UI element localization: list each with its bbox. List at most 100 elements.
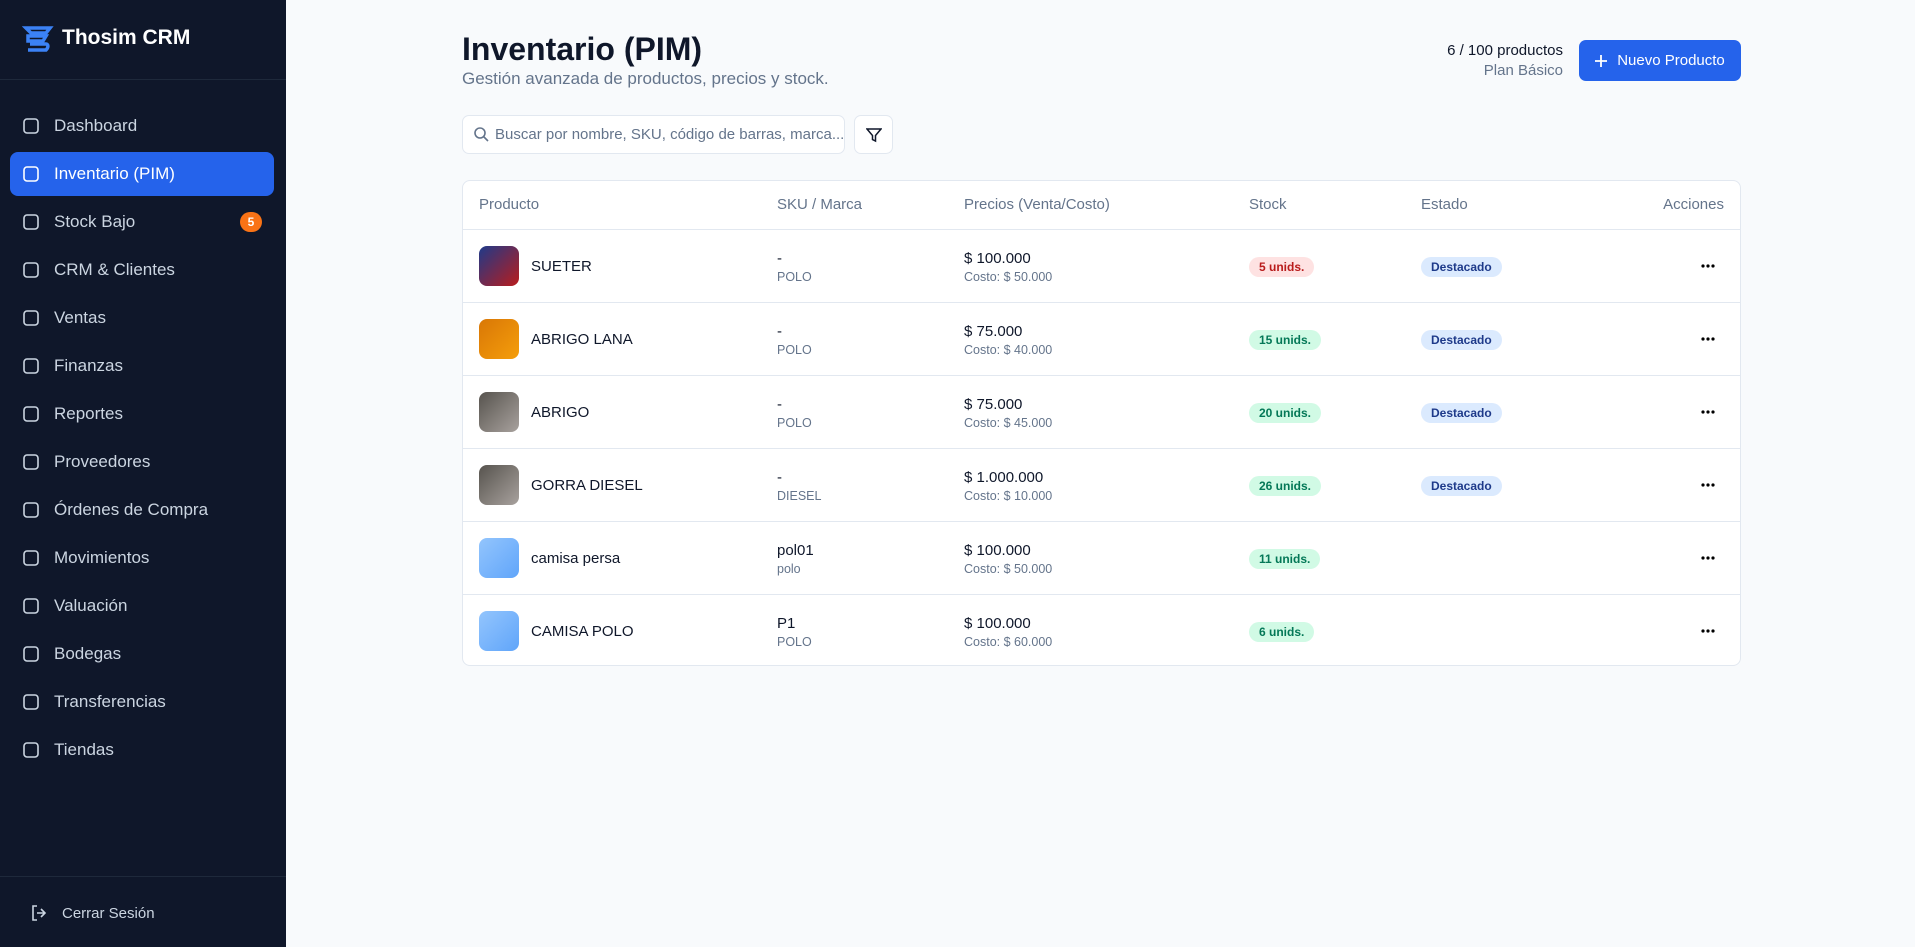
filter-button[interactable] — [854, 115, 893, 154]
column-header: Stock — [1249, 196, 1287, 213]
nav-icon — [23, 550, 39, 566]
nav-item[interactable]: Transferencias — [10, 680, 274, 724]
column-header: SKU / Marca — [777, 196, 863, 213]
column-header: Precios (Venta/Costo) — [964, 196, 1110, 213]
product-thumbnail — [479, 319, 519, 359]
nav-item[interactable]: Órdenes de Compra — [10, 488, 274, 532]
status-pill: Destacado — [1421, 403, 1502, 423]
nav-label: Inventario (PIM) — [54, 164, 175, 183]
product-name: camisa persa — [531, 550, 621, 567]
new-product-button[interactable]: Nuevo Producto — [1579, 40, 1741, 81]
nav-icon — [23, 214, 39, 230]
actions-button[interactable] — [1700, 331, 1716, 347]
nav-label: Finanzas — [54, 356, 123, 375]
actions-button[interactable] — [1700, 550, 1716, 566]
nav-item[interactable]: Inventario (PIM) — [10, 152, 274, 196]
filter-icon — [866, 128, 882, 143]
table-row: camisa persa pol01 polo $ 100.000 Costo: $ 5… — [463, 521, 1740, 594]
plus-icon — [1595, 54, 1608, 67]
product-table: Producto SKU / Marca Precios (Venta/Costo)… — [462, 180, 1741, 666]
nav-label: CRM & Clientes — [54, 260, 175, 279]
price: $ 100.000 — [964, 542, 1031, 559]
cost: Costo: $ 60.000 — [964, 635, 1053, 649]
sku: pol01 — [777, 542, 814, 559]
cost: Costo: $ 40.000 — [964, 343, 1053, 357]
nav-label: Bodegas — [54, 644, 122, 663]
logout-icon — [32, 905, 47, 921]
brand: DIESEL — [777, 489, 822, 503]
stock-pill: 6 unids. — [1249, 622, 1315, 642]
product-name: GORRA DIESEL — [531, 477, 643, 494]
column-header: Acciones — [1663, 196, 1724, 213]
product-name: CAMISA POLO — [531, 623, 634, 640]
product-name: ABRIGO LANA — [531, 331, 633, 348]
nav-badge: 5 — [240, 212, 262, 232]
button-label: Nuevo Producto — [1617, 52, 1725, 69]
usage: 6 / 100 productos — [1447, 42, 1563, 59]
nav-item[interactable]: Finanzas — [10, 344, 274, 388]
actions-button[interactable] — [1700, 258, 1716, 274]
nav-label: Órdenes de Compra — [54, 500, 209, 519]
nav-item[interactable]: CRM & Clientes — [10, 248, 274, 292]
nav-icon — [23, 502, 39, 518]
product-name: ABRIGO — [531, 404, 590, 421]
actions-button[interactable] — [1700, 623, 1716, 639]
nav-icon — [23, 310, 39, 326]
nav-label: Transferencias — [54, 692, 166, 711]
nav-item[interactable]: Ventas — [10, 296, 274, 340]
price: $ 75.000 — [964, 323, 1023, 340]
nav-item[interactable]: Valuación — [10, 584, 274, 628]
stock-pill: 11 unids. — [1249, 549, 1321, 569]
nav-label: Reportes — [54, 404, 123, 423]
nav-label: Proveedores — [54, 452, 151, 471]
price: $ 1.000.000 — [964, 469, 1044, 486]
plan: Plan Básico — [1483, 62, 1563, 79]
divider — [0, 876, 286, 877]
table-row: GORRA DIESEL - DIESEL $ 1.000.000 Costo: $ 1… — [463, 448, 1740, 521]
actions-button[interactable] — [1700, 404, 1716, 420]
product-thumbnail — [479, 538, 519, 578]
cost: Costo: $ 45.000 — [964, 416, 1053, 430]
nav-item[interactable]: Stock Bajo 5 — [10, 200, 274, 244]
nav-icon — [23, 262, 39, 278]
nav-label: Movimientos — [54, 548, 150, 567]
nav-icon — [23, 694, 39, 710]
more-icon — [1701, 264, 1715, 268]
nav-item[interactable]: Dashboard — [10, 104, 274, 148]
nav-icon — [23, 454, 39, 470]
logout[interactable]: Cerrar Sesión — [62, 905, 155, 922]
more-icon — [1701, 556, 1715, 560]
search-box[interactable]: Buscar por nombre, SKU, código de barras… — [462, 115, 845, 154]
nav-label: Dashboard — [54, 116, 138, 135]
nav-item[interactable]: Movimientos — [10, 536, 274, 580]
product-name: SUETER — [531, 258, 592, 275]
nav-item[interactable]: Bodegas — [10, 632, 274, 676]
cost: Costo: $ 10.000 — [964, 489, 1053, 503]
nav-item[interactable]: Tiendas — [10, 728, 274, 772]
nav-label: Ventas — [54, 308, 106, 327]
price: $ 75.000 — [964, 396, 1023, 413]
product-thumbnail — [479, 392, 519, 432]
nav-item[interactable]: Reportes — [10, 392, 274, 436]
column-header: Estado — [1421, 196, 1468, 213]
nav-icon — [23, 598, 39, 614]
table-row: SUETER - POLO $ 100.000 Costo: $ 50.000 5 uni… — [463, 229, 1740, 302]
search-placeholder: Buscar por nombre, SKU, código de barras… — [495, 126, 845, 143]
actions-button[interactable] — [1700, 477, 1716, 493]
nav-item[interactable]: Proveedores — [10, 440, 274, 484]
page-subtitle: Gestión avanzada de productos, precios y… — [462, 69, 829, 88]
nav-icon — [23, 166, 39, 182]
more-icon — [1701, 410, 1715, 414]
nav-icon — [23, 358, 39, 374]
product-thumbnail — [479, 246, 519, 286]
more-icon — [1701, 629, 1715, 633]
price: $ 100.000 — [964, 250, 1031, 267]
brand: POLO — [777, 635, 812, 649]
table-row: ABRIGO - POLO $ 75.000 Costo: $ 45.000 20 uni… — [463, 375, 1740, 448]
status-pill: Destacado — [1421, 476, 1502, 496]
sidebar: Thosim CRM Dashboard Inventario (PIM) Stoc… — [0, 0, 286, 947]
brand: POLO — [777, 270, 812, 284]
sku: - — [777, 250, 782, 267]
status-pill: Destacado — [1421, 257, 1502, 277]
table-row: CAMISA POLO P1 POLO $ 100.000 Costo: $ 60.00… — [463, 594, 1740, 665]
